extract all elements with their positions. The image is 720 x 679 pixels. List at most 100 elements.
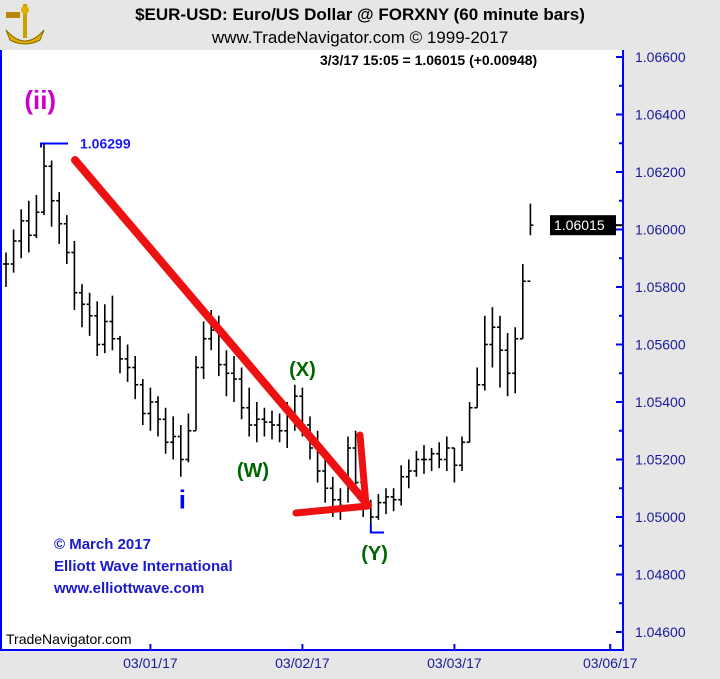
ohlc-bar (352, 430, 359, 494)
copyright-org: Elliott Wave International (54, 558, 233, 575)
y-tick-label: 1.06400 (635, 107, 686, 123)
chart-header: $EUR-USD: Euro/US Dollar @ FORXNY (60 mi… (0, 0, 720, 50)
ohlc-bar (139, 379, 146, 425)
ohlc-bar (451, 447, 458, 483)
sextant-logo (5, 4, 45, 45)
ohlc-bar (474, 367, 481, 409)
ohlc-bar (345, 436, 351, 507)
ohlc-bar (238, 367, 245, 420)
ohlc-bar (71, 241, 78, 310)
ohlc-bar (231, 356, 237, 402)
ohlc-bar (383, 488, 389, 515)
y-tick-label: 1.06200 (635, 164, 686, 180)
ohlc-bar (162, 407, 169, 454)
last-price-label: 1.06015 (554, 217, 605, 233)
ohlc-bar (33, 195, 40, 239)
y-tick-label: 1.04800 (635, 567, 686, 583)
y-tick-label: 1.06000 (635, 222, 686, 238)
ohlc-bar (489, 307, 496, 368)
ohlc-bar (193, 356, 199, 432)
chart-subtitle: www.TradeNavigator.com © 1999-2017 (211, 28, 509, 47)
x-tick-label: 03/01/17 (123, 655, 178, 671)
ohlc-bar (117, 335, 123, 374)
price-readout: 3/3/17 15:05 = 1.06015 (+0.00948) (320, 52, 538, 68)
ohlc-bar (155, 396, 161, 437)
wave-label: (ii) (24, 85, 56, 115)
ohlc-bar (459, 436, 465, 471)
ohlc-bar (405, 459, 412, 489)
chart-title: $EUR-USD: Euro/US Dollar @ FORXNY (60 mi… (135, 5, 585, 24)
ohlc-bar (512, 327, 519, 394)
ohlc-bar (132, 356, 139, 400)
ohlc-bar (79, 284, 85, 328)
ohlc-bar (428, 448, 435, 471)
high-price-label: 1.06299 (80, 136, 131, 152)
ohlc-bar (322, 459, 329, 503)
ohlc-bar (170, 416, 177, 460)
ohlc-bar (109, 295, 116, 351)
ohlc-bar (10, 229, 17, 273)
ohlc-bar (481, 315, 488, 391)
ohlc-bar (41, 143, 47, 216)
ohlc-bar (253, 402, 260, 443)
ohlc-bar (200, 321, 207, 379)
y-tick-label: 1.06600 (635, 49, 686, 65)
wave-label: (X) (289, 359, 316, 381)
wave-label: (Y) (361, 543, 388, 565)
ohlc-bar (261, 407, 268, 437)
price-axis-panel (624, 50, 720, 650)
ohlc-bar (398, 465, 405, 506)
ohlc-bar (101, 304, 108, 354)
ohlc-bar (276, 413, 283, 443)
red-arrowhead-horizontal (292, 502, 372, 517)
ohlc-bar (177, 425, 184, 477)
x-tick-label: 03/03/17 (427, 655, 482, 671)
y-tick-label: 1.05000 (635, 509, 686, 525)
ohlc-bar (497, 315, 503, 388)
ohlc-bar (25, 200, 32, 253)
date-axis-panel (0, 650, 720, 679)
last-price-box (550, 215, 616, 236)
ohlc-bar (519, 264, 526, 340)
ohlc-bar (504, 333, 511, 397)
brand-label: TradeNavigator.com (6, 631, 132, 647)
ohlc-bar (223, 350, 230, 397)
ohlc-bar (337, 488, 344, 520)
copyright-date: © March 2017 (54, 536, 151, 553)
red-arrowhead-vertical (356, 431, 370, 509)
ohlc-bar (63, 215, 70, 264)
high-marker (40, 142, 68, 148)
ohlc-bar (56, 192, 63, 244)
y-tick-label: 1.05200 (635, 452, 686, 468)
red-trend-arrow (71, 156, 372, 509)
ohlc-bar (94, 301, 101, 356)
low-marker (369, 524, 384, 534)
ohlc-bar (413, 450, 420, 477)
y-tick-label: 1.05400 (635, 394, 686, 410)
ohlc-bar (443, 436, 450, 471)
ohlc-bar (124, 344, 131, 382)
ohlc-bar (185, 413, 192, 463)
x-tick-label: 03/02/17 (275, 655, 330, 671)
wave-label: i (179, 484, 186, 514)
ohlc-bar (269, 410, 275, 440)
ohlc-bar (18, 209, 25, 259)
ohlc-bar (390, 488, 397, 512)
ohlc-bar (466, 402, 473, 444)
copyright-url[interactable]: www.elliottwave.com (54, 580, 205, 597)
x-tick-label: 03/06/17 (583, 655, 638, 671)
ohlc-bar (86, 292, 93, 336)
y-tick-label: 1.05800 (635, 279, 686, 295)
ohlc-bar (3, 252, 9, 287)
ohlc-bar (421, 445, 427, 474)
ohlc-bar (246, 387, 253, 437)
y-tick-label: 1.04600 (635, 624, 686, 640)
ohlc-bar (436, 442, 443, 469)
ohlc-bar (375, 494, 382, 520)
ohlc-bar (48, 160, 55, 227)
y-tick-label: 1.05600 (635, 337, 686, 353)
ohlc-bar (527, 203, 534, 283)
wave-label: (W) (237, 460, 269, 482)
